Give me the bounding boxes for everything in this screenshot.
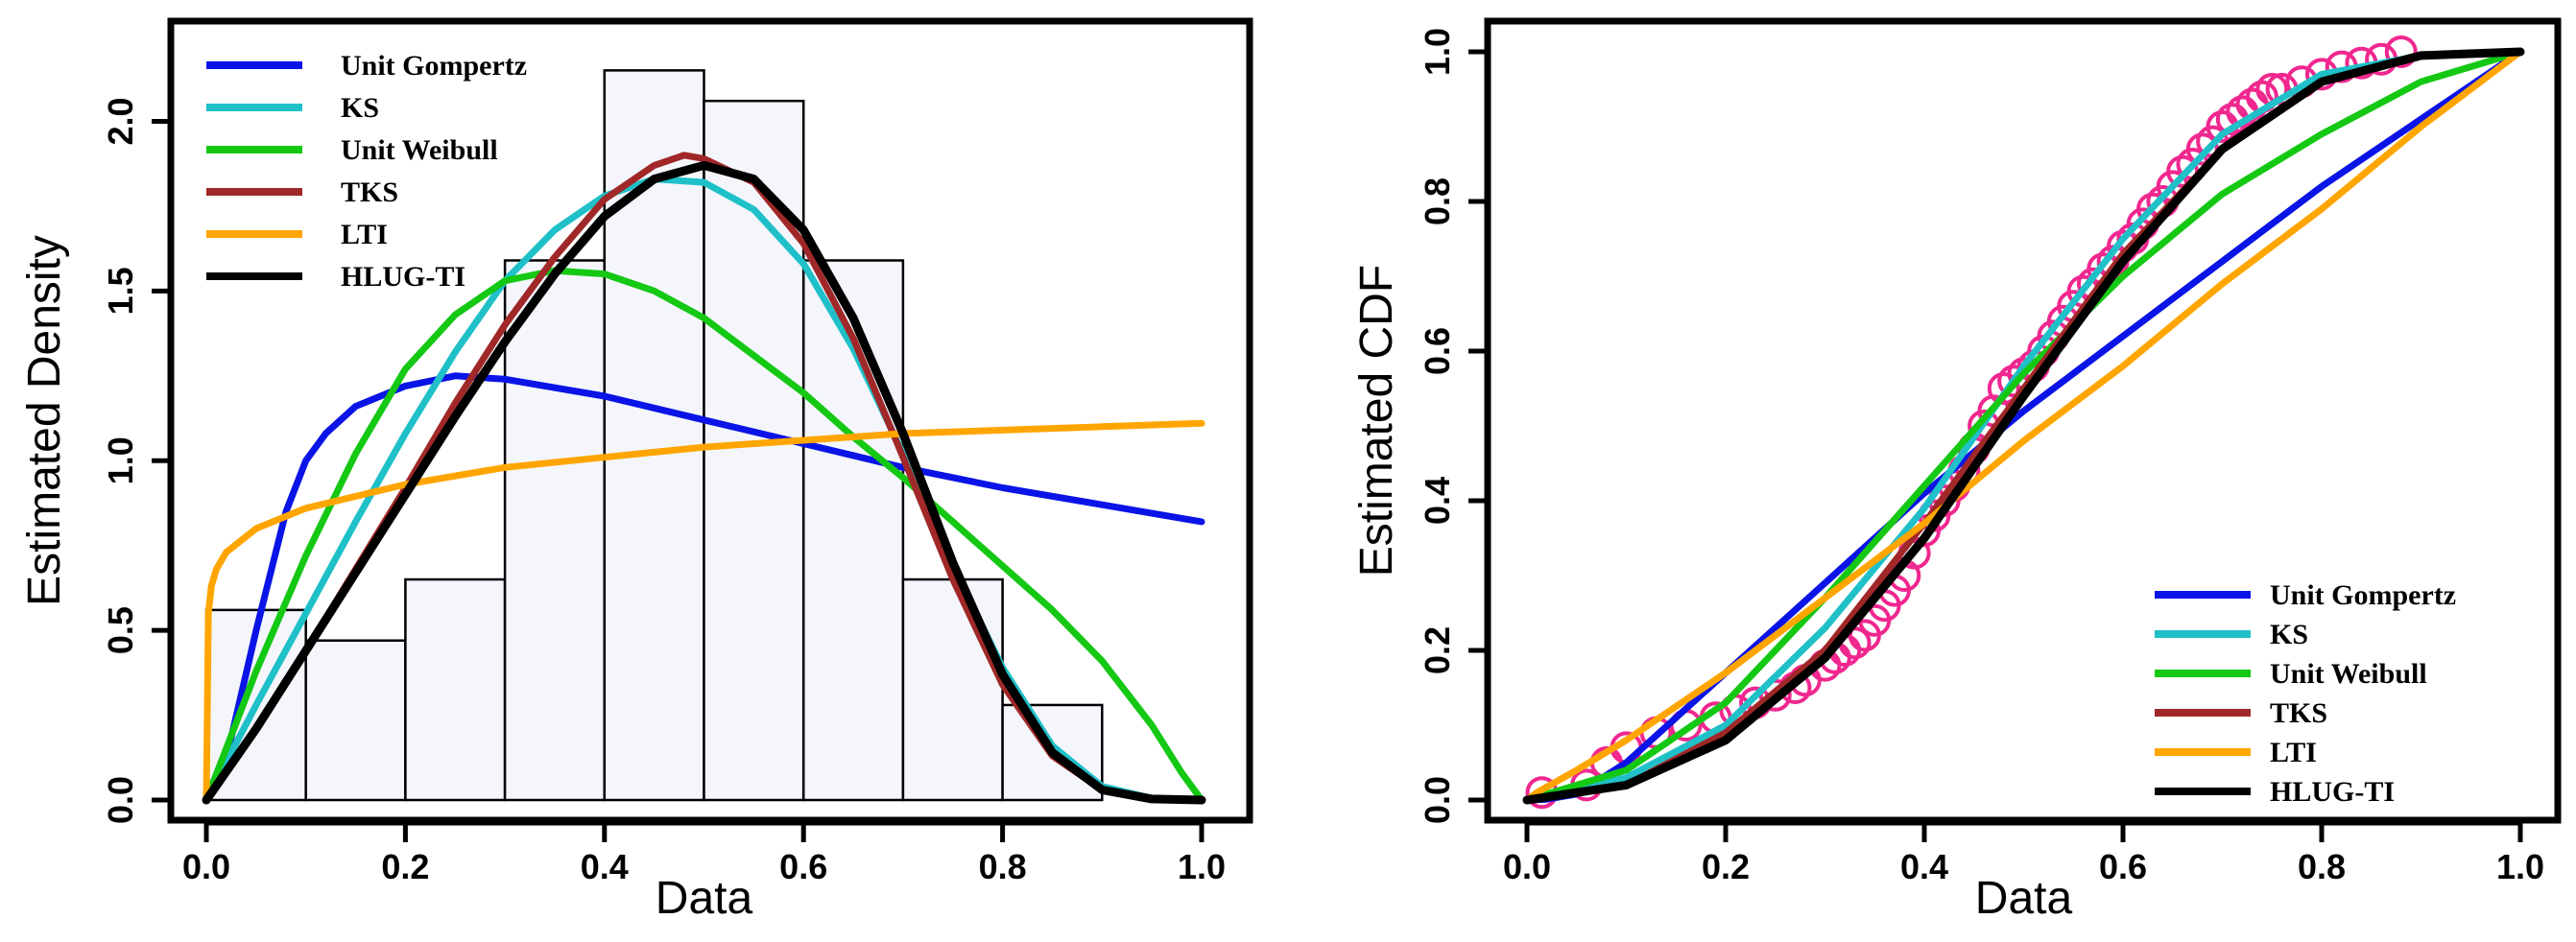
series-line-unit-weibull: [203, 267, 1205, 804]
x-tick-label: 0.6: [779, 847, 827, 886]
x-tick-label: 1.0: [1178, 847, 1226, 886]
series-line-lti: [1523, 48, 2524, 804]
histogram-bar: [404, 577, 507, 802]
legend-label-unit-weibull: Unit Weibull: [341, 134, 498, 166]
y-tick-label: 2.0: [101, 97, 140, 145]
series-line-hlug-ti: [1522, 47, 2525, 805]
x-tick-label: 0.4: [1900, 847, 1948, 886]
x-tick-label: 0.0: [1503, 847, 1551, 886]
legend-label-ks: KS: [2270, 619, 2308, 650]
x-tick-label: 0.2: [1702, 847, 1750, 886]
series-line-unit-weibull: [1523, 48, 2524, 804]
y-tick-label: 0.0: [101, 776, 140, 824]
x-tick-label: 0.8: [979, 847, 1027, 886]
series-line-lti: [203, 419, 1205, 804]
series-line-ks: [1523, 48, 2524, 804]
cdf-panel: 0.0 0.2 0.4 0.6 0.8 1.0 0.0 0.2 0.4 0.6 0.8 1.0 Data…: [1351, 17, 2562, 924]
y-axis-label: Estimated CDF: [1351, 265, 1402, 577]
y-axis-label: Estimated Density: [19, 235, 70, 606]
legend-label-lti: LTI: [2270, 737, 2317, 768]
y-tick-label: 0.0: [1418, 776, 1457, 824]
x-tick-label: 0.0: [182, 847, 230, 886]
legend-label-ks: KS: [341, 92, 379, 124]
y-tick-label: 1.0: [1418, 28, 1457, 76]
histogram-bar: [901, 577, 1004, 802]
y-tick-label: 0.6: [1418, 327, 1457, 375]
legend-label-lti: LTI: [341, 219, 388, 250]
y-tick-label: 1.5: [101, 267, 140, 315]
x-axis-label: Data: [656, 873, 753, 924]
plot-frame: [1484, 17, 2562, 824]
legend-label-hlug-ti: HLUG-TI: [2270, 776, 2395, 808]
x-axis-label: Data: [1975, 873, 2073, 924]
legend-label-hlug-ti: HLUG-TI: [341, 261, 465, 293]
y-tick-label: 0.5: [101, 606, 140, 654]
density-panel: 0.0 0.2 0.4 0.6 0.8 1.0 0.0 0.5 1.0 1.5 2.0 Data Est…: [19, 17, 1253, 924]
empirical-point: [2384, 35, 2418, 68]
legend-label-unit-gompertz: Unit Gompertz: [341, 50, 527, 82]
x-tick-label: 0.8: [2298, 847, 2346, 886]
x-tick-label: 0.6: [2099, 847, 2147, 886]
x-tick-label: 1.0: [2496, 847, 2544, 886]
legend-label-unit-weibull: Unit Weibull: [2270, 658, 2427, 690]
y-tick-label: 0.4: [1418, 477, 1457, 525]
y-tick-label: 0.2: [1418, 626, 1457, 674]
series-line-unit-gompertz: [203, 372, 1205, 804]
y-tick-label: 0.8: [1418, 177, 1457, 225]
legend-label-unit-gompertz: Unit Gompertz: [2270, 579, 2456, 611]
x-tick-label: 0.4: [581, 847, 629, 886]
legend-label-tks: TKS: [341, 177, 398, 208]
legend-label-tks: TKS: [2270, 697, 2327, 729]
series-line-hlug-ti: [202, 160, 1206, 805]
histogram-bar: [503, 259, 607, 802]
histogram-bar: [304, 639, 407, 802]
x-tick-label: 0.2: [381, 847, 429, 886]
y-tick-label: 1.0: [101, 436, 140, 484]
